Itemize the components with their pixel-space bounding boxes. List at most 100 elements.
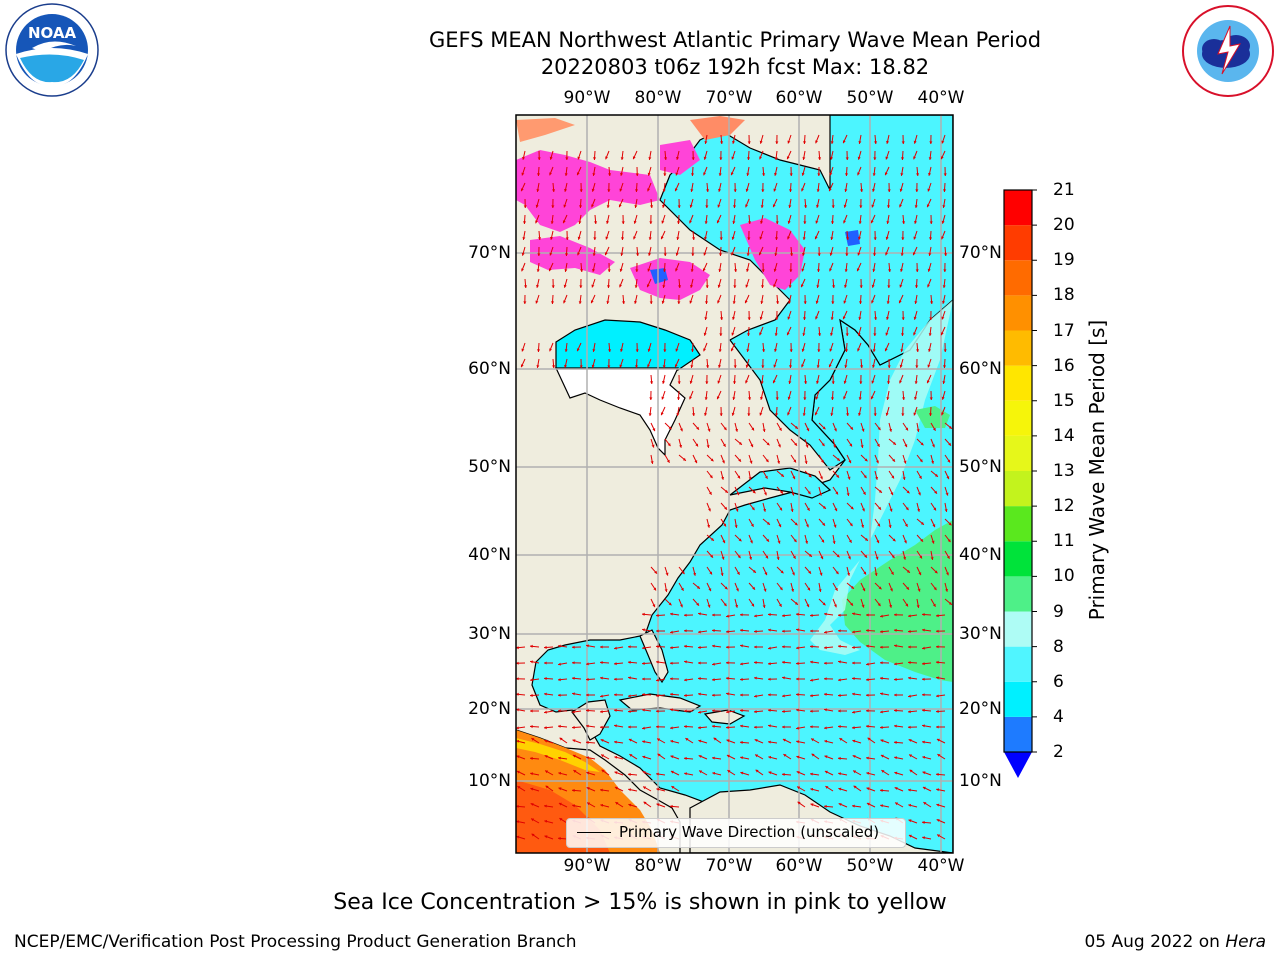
wave-direction-arrowhead (894, 709, 897, 713)
wave-direction-arrowhead (878, 489, 882, 493)
wave-direction-arrowhead (942, 300, 946, 304)
wave-direction-arrowhead (948, 601, 952, 605)
wave-direction-arrowhead (763, 508, 767, 512)
wave-direction-arrowhead (604, 252, 608, 256)
wave-direction-arrowhead (605, 156, 608, 160)
wave-direction-arrowhead (806, 604, 810, 608)
wave-direction-arrowhead (706, 189, 710, 192)
wave-direction-arrowhead (747, 317, 751, 320)
wave-direction-arrowhead (831, 221, 835, 224)
wave-direction-arrowhead (908, 788, 911, 792)
wave-direction-arrowhead (775, 237, 779, 240)
wave-direction-arrowhead (821, 539, 824, 543)
wave-direction-arrowhead (782, 738, 786, 742)
wave-direction-arrowhead (614, 786, 618, 790)
wave-direction-arrowhead (721, 476, 725, 480)
wave-direction-arrowhead (642, 612, 645, 616)
wave-direction-arrowhead (642, 708, 645, 712)
wave-direction-arrowhead (740, 644, 743, 648)
wave-direction-arrowhead (749, 460, 753, 464)
wave-direction-arrowhead (578, 301, 582, 304)
wave-direction-arrowhead (684, 629, 687, 633)
wave-direction-arrowhead (628, 738, 632, 742)
wave-direction-arrowhead (922, 662, 925, 666)
wave-direction-arrowhead (782, 629, 785, 633)
wave-direction-arrowhead (852, 630, 855, 634)
wave-direction-arrowhead (516, 804, 519, 808)
wave-direction-arrowhead (894, 771, 898, 775)
wave-direction-arrowhead (892, 458, 895, 462)
wave-direction-arrowhead (704, 317, 708, 320)
wave-direction-arrowhead (635, 269, 639, 272)
wave-direction-arrowhead (710, 537, 714, 541)
wave-direction-arrowhead (773, 364, 777, 368)
wave-direction-arrowhead (586, 693, 589, 697)
wave-direction-arrowhead (634, 300, 638, 304)
wave-direction-arrowhead (922, 724, 925, 728)
wave-direction-arrowhead (815, 300, 819, 304)
wave-direction-arrowhead (796, 771, 800, 774)
wave-direction-arrowhead (614, 693, 617, 697)
wave-direction-arrowhead (726, 692, 729, 696)
wave-direction-arrowhead (774, 333, 778, 336)
wave-direction-arrowhead (633, 236, 636, 240)
wave-direction-arrowhead (887, 381, 891, 384)
wave-direction-arrowhead (806, 524, 809, 528)
colorbar-segment (1004, 260, 1032, 296)
colorbar-tick-label: 4 (1053, 706, 1064, 727)
wave-direction-arrowhead (807, 491, 811, 495)
lon-label-top-70w: 70°W (705, 88, 753, 108)
wave-direction-arrowhead (822, 505, 826, 509)
wave-direction-arrowhead (681, 571, 685, 575)
wave-direction-arrowhead (670, 770, 674, 774)
wave-direction-arrowhead (888, 269, 892, 272)
wave-direction-arrowhead (932, 524, 936, 528)
lat-label-right-40n: 40°N (959, 545, 1002, 565)
colorbar-segment (1004, 506, 1032, 542)
wave-direction-arrowhead (880, 645, 883, 649)
wave-direction-arrowhead (842, 316, 846, 320)
wave-direction-arrowhead (936, 614, 939, 618)
wave-direction-arrowhead (762, 429, 766, 432)
wave-direction-arrowhead (759, 332, 762, 336)
wave-direction-arrowhead (642, 755, 646, 759)
wave-direction-arrowhead (796, 708, 799, 712)
wave-direction-arrowhead (922, 820, 925, 824)
wave-direction-arrowhead (762, 605, 766, 608)
wave-direction-arrows (516, 134, 953, 840)
wave-direction-arrowhead (936, 709, 939, 713)
wave-direction-arrowhead (816, 189, 820, 192)
wave-direction-arrowhead (691, 173, 695, 176)
wave-direction-arrowhead (620, 157, 624, 160)
wave-direction-arrowhead (845, 173, 849, 176)
wave-direction-arrowhead (699, 770, 703, 774)
wave-direction-arrowhead (733, 189, 737, 192)
wave-direction-arrowhead (880, 676, 883, 680)
wave-direction-arrowhead (830, 156, 834, 160)
wave-direction-arrowhead (718, 269, 722, 272)
wave-direction-arrowhead (712, 771, 716, 775)
wave-direction-arrowhead (778, 427, 782, 431)
wave-direction-arrowhead (873, 413, 877, 416)
wave-direction-arrowhead (726, 754, 730, 758)
wave-direction-arrowhead (590, 300, 594, 304)
wave-direction-arrowhead (530, 772, 533, 776)
wave-direction-arrowhead (824, 692, 827, 696)
wave-direction-arrowhead (834, 508, 838, 512)
wave-direction-arrowhead (894, 740, 897, 744)
wave-direction-arrowhead (927, 364, 931, 368)
wave-direction-arrowhead (889, 428, 893, 432)
wave-direction-arrowhead (684, 660, 687, 664)
wave-direction-arrowhead (838, 678, 841, 682)
wave-direction-arrowhead (731, 412, 735, 416)
wave-direction-arrowhead (890, 588, 893, 592)
wave-direction-arrowhead (754, 676, 757, 680)
wave-direction-arrowhead (917, 508, 921, 512)
wave-direction-arrowhead (917, 588, 921, 592)
footer-date: 05 Aug 2022 on Hera (1084, 932, 1266, 952)
wave-direction-arrowhead (787, 316, 791, 320)
wave-direction-arrowhead (936, 819, 940, 822)
wave-direction-arrowhead (730, 172, 734, 176)
wave-direction-arrowhead (894, 677, 897, 681)
wave-direction-arrowhead (703, 172, 706, 176)
